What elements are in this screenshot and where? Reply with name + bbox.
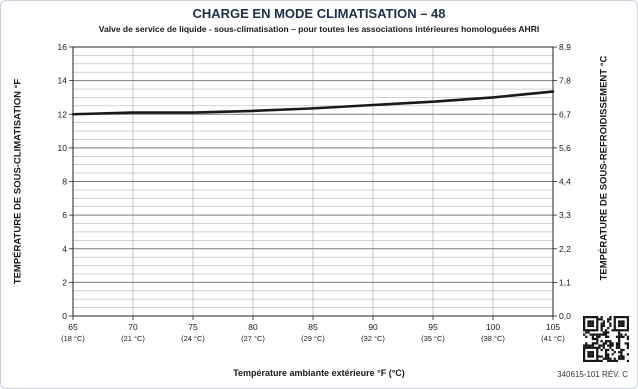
y-tick-label-right: 6,7 (559, 109, 571, 119)
y-tick-label-right: 4,4 (559, 177, 571, 187)
x-tick-sublabel: (21 °C) (121, 334, 145, 343)
y-tick-label-right: 7,8 (559, 76, 571, 86)
x-tick-sublabel: (35 °C) (421, 334, 445, 343)
chart-title: CHARGE EN MODE CLIMATISATION – 48 (192, 6, 446, 21)
x-tick-label: 85 (308, 322, 318, 332)
y-tick-label-left: 10 (58, 143, 68, 153)
x-tick-sublabel: (27 °C) (241, 334, 265, 343)
y-tick-label-right: 0,0 (559, 311, 571, 321)
x-tick-label: 65 (68, 322, 78, 332)
y-tick-label-left: 14 (58, 76, 68, 86)
x-tick-sublabel: (38 °C) (481, 334, 505, 343)
x-tick-sublabel: (18 °C) (61, 334, 85, 343)
y-axis-label-left: TEMPÉRATURE DE SOUS-CLIMATISATION °F (12, 78, 24, 285)
y-tick-label-left: 12 (58, 109, 68, 119)
x-tick-label: 70 (128, 322, 138, 332)
qr-code-icon (583, 316, 629, 362)
x-tick-label: 95 (428, 322, 438, 332)
x-tick-label: 75 (188, 322, 198, 332)
x-tick-sublabel: (24 °C) (181, 334, 205, 343)
x-tick-label: 80 (248, 322, 258, 332)
x-tick-label: 100 (486, 322, 500, 332)
x-tick-sublabel: (29 °C) (301, 334, 325, 343)
y-tick-label-left: 8 (62, 177, 67, 187)
y-tick-label-left: 6 (62, 210, 67, 220)
x-tick-label: 105 (546, 322, 560, 332)
y-tick-label-right: 3,3 (559, 210, 571, 220)
y-tick-label-left: 16 (58, 42, 68, 52)
chart-subtitle: Valve de service de liquide - sous-clima… (98, 24, 540, 34)
x-tick-sublabel: (32 °C) (361, 334, 385, 343)
y-tick-label-left: 4 (62, 244, 67, 254)
y-tick-label-right: 1,1 (559, 277, 571, 287)
y-tick-label-right: 2,2 (559, 244, 571, 254)
document-reference: 340615-101 RÉV. C (557, 370, 628, 379)
y-tick-label-left: 2 (62, 277, 67, 287)
y-tick-label-right: 8,9 (559, 42, 571, 52)
y-tick-label-right: 5,6 (559, 143, 571, 153)
x-tick-sublabel: (41 °C) (541, 334, 565, 343)
y-tick-label-left: 0 (62, 311, 67, 321)
x-tick-label: 90 (368, 322, 378, 332)
x-axis-label: Température ambiante extérieure °F (°C) (233, 368, 405, 378)
y-axis-label-right: TEMPÉRATURE DE SOUS-REFROIDISSEMENT °C (598, 55, 610, 281)
